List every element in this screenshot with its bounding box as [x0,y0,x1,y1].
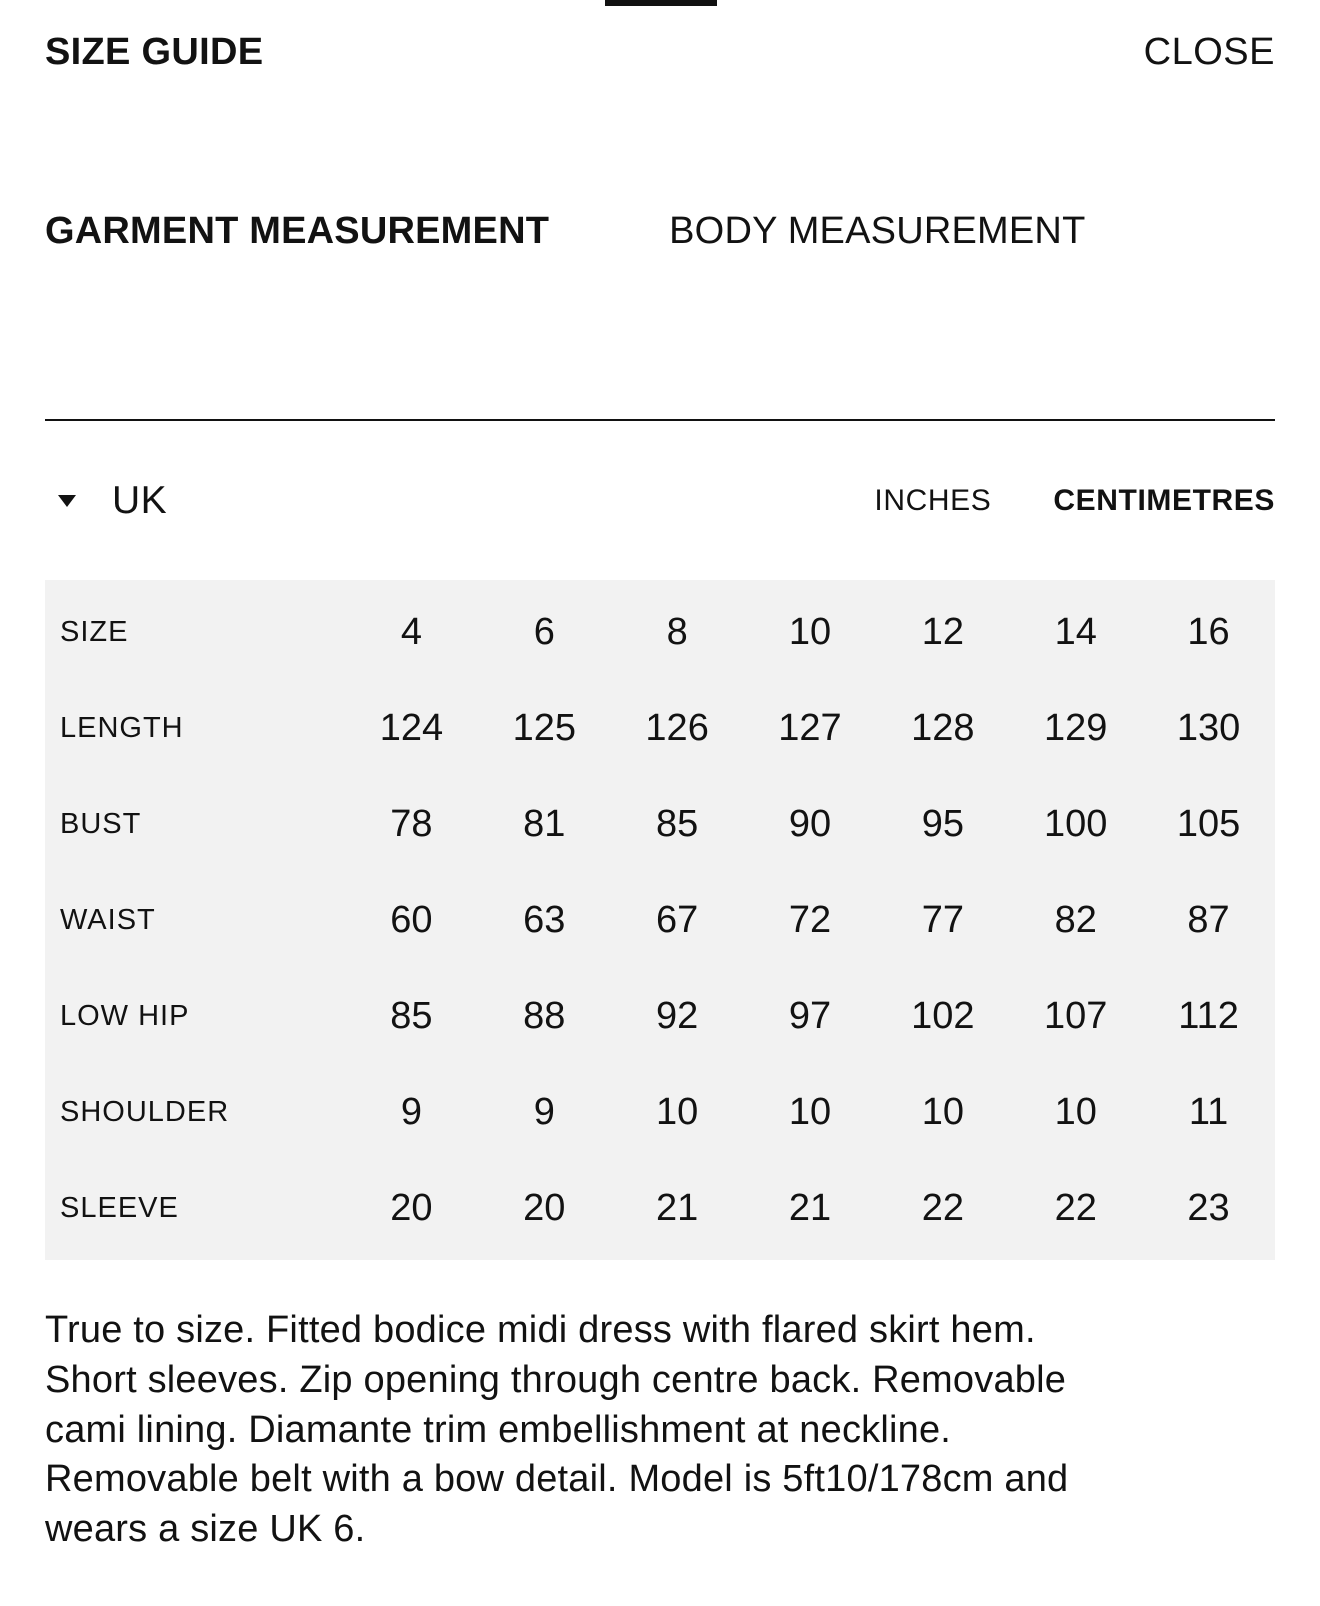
size-value-cell: 87 [1187,898,1230,941]
row-label: LENGTH [60,711,184,744]
size-value-cell: 60 [390,898,433,941]
row-label: SHOULDER [60,1095,230,1128]
selector-row: UK INCHES CENTIMETRES [45,479,1275,523]
region-selector[interactable]: UK [45,479,167,523]
tab-garment-measurement[interactable]: GARMENT MEASUREMENT [45,210,550,252]
size-value-cell: 112 [1178,994,1239,1037]
size-value-cell: 107 [1044,994,1108,1037]
size-value-cell: 125 [512,706,576,749]
size-value-cell: 10 [788,610,832,653]
close-button[interactable]: CLOSE [1143,31,1275,73]
size-value-cell: 9 [533,1090,555,1133]
size-value-cell: 124 [379,706,444,749]
size-value-cell: 21 [788,1186,832,1229]
row-label: WAIST [60,903,156,936]
modal-header: SIZE GUIDE CLOSE [45,0,1275,74]
size-value-cell: 10 [655,1090,699,1133]
unit-centimetres-button[interactable]: CENTIMETRES [1053,484,1275,517]
size-value-cell: 63 [523,898,566,941]
table-row: SIZE 4 6 8 10 12 14 16 [45,584,1275,680]
size-value-cell: 12 [921,610,964,653]
size-value-cell: 20 [390,1186,433,1229]
table-row: SLEEVE 20 20 21 21 22 22 23 [45,1160,1275,1256]
size-value-cell: 10 [921,1090,964,1133]
size-value-cell: 72 [788,898,832,941]
description-text: True to size. Fitted bodice midi dress w… [45,1309,1069,1551]
table-row: SHOULDER 9 9 10 10 10 10 11 [45,1064,1275,1160]
table-row: LENGTH 124 125 126 127 128 129 130 [45,680,1275,776]
table-row: BUST 78 81 85 90 95 100 105 [45,776,1275,872]
measurement-tabs: GARMENT MEASUREMENT BODY MEASUREMENT [45,210,1275,253]
size-value-cell: 6 [533,610,555,653]
size-value-cell: 10 [1054,1090,1097,1133]
size-value-cell: 22 [921,1186,964,1229]
table-row: WAIST 60 63 67 72 77 82 87 [45,872,1275,968]
size-value-cell: 14 [1054,610,1097,653]
size-value-cell: 78 [390,802,433,845]
size-value-cell: 8 [666,610,688,653]
size-guide-modal: SIZE GUIDE CLOSE GARMENT MEASUREMENT BOD… [45,0,1275,1555]
row-label: LOW HIP [60,999,190,1032]
size-value-cell: 77 [921,898,964,941]
size-value-cell: 4 [400,610,422,653]
drag-handle[interactable] [605,0,717,6]
size-value-cell: 127 [778,706,842,749]
size-value-cell: 85 [390,994,433,1037]
size-value-cell: 126 [645,706,709,749]
size-value-cell: 23 [1187,1186,1230,1229]
size-value-cell: 130 [1176,706,1241,749]
size-value-cell: 92 [655,994,699,1037]
size-value-cell: 128 [911,706,975,749]
size-value-cell: 102 [911,994,975,1037]
size-value-cell: 21 [655,1186,699,1229]
size-value-cell: 67 [655,898,699,941]
row-label: SIZE [60,615,129,648]
size-value-cell: 97 [788,994,832,1037]
unit-inches-button[interactable]: INCHES [874,484,992,517]
size-value-cell: 9 [400,1090,422,1133]
size-value-cell: 100 [1044,802,1108,845]
size-value-cell: 88 [523,994,566,1037]
size-value-cell: 10 [788,1090,832,1133]
chevron-down-icon [58,495,76,507]
size-value-cell: 16 [1187,610,1230,653]
region-label: UK [112,479,168,522]
size-value-cell: 81 [523,802,566,845]
size-value-cell: 20 [523,1186,566,1229]
unit-toggle: INCHES CENTIMETRES [874,484,1275,518]
size-value-cell: 85 [655,802,699,845]
row-label: SLEEVE [60,1191,179,1224]
size-value-cell: 11 [1188,1090,1229,1133]
size-value-cell: 95 [921,802,964,845]
size-value-cell: 105 [1176,802,1241,845]
tab-body-measurement[interactable]: BODY MEASUREMENT [669,210,1086,252]
divider [45,419,1275,421]
size-value-cell: 129 [1044,706,1108,749]
row-label: BUST [60,807,142,840]
size-value-cell: 82 [1054,898,1097,941]
size-value-cell: 22 [1054,1186,1097,1229]
table-row: LOW HIP 85 88 92 97 102 107 112 [45,968,1275,1064]
page-title: SIZE GUIDE [45,31,264,73]
size-value-cell: 90 [788,802,832,845]
size-table: SIZE 4 6 8 10 12 14 16 LENGTH 124 125 126 127 128 129 1… [45,580,1275,1260]
